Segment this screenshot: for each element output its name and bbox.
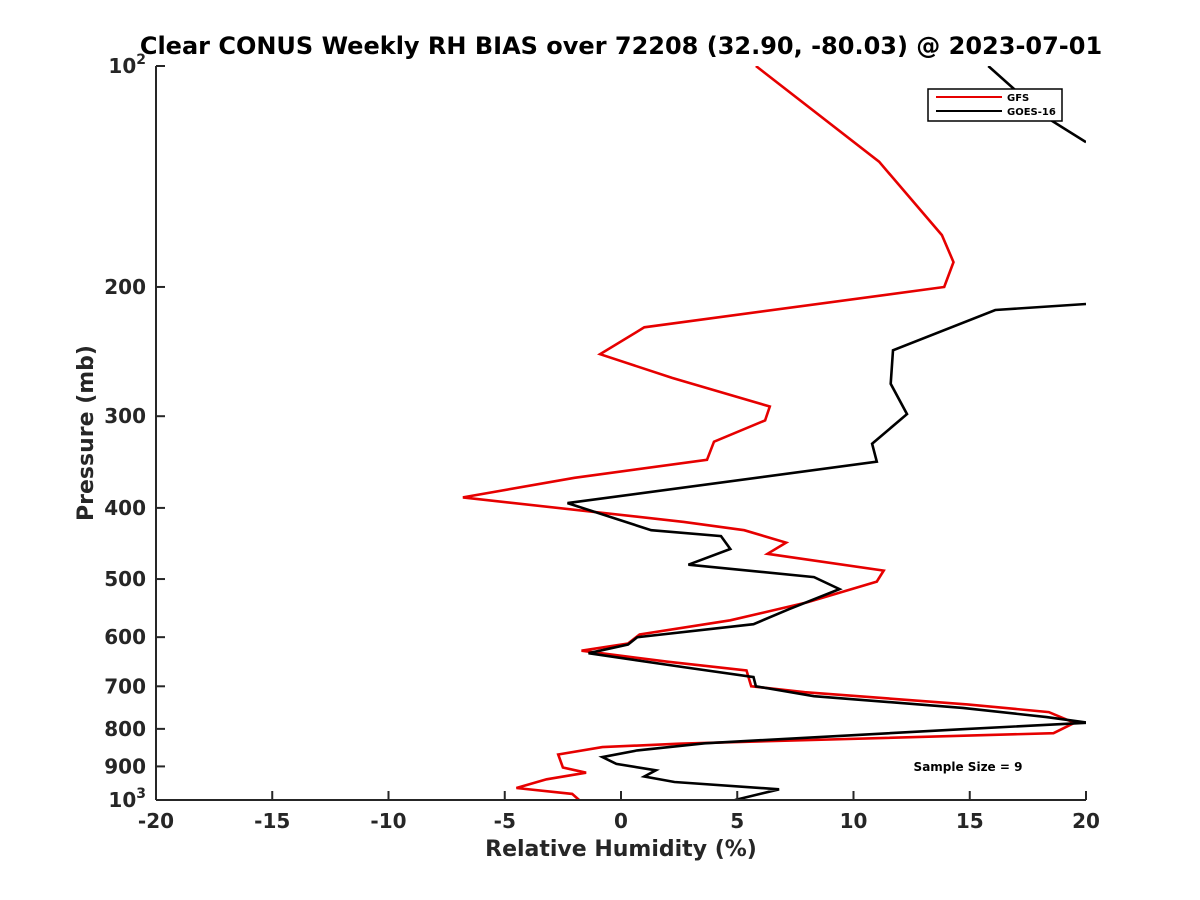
legend-label-gfs: GFS (1007, 93, 1029, 104)
y-tick-label: 500 (104, 567, 146, 591)
x-axis-label: Relative Humidity (%) (485, 837, 757, 862)
x-tick-label: -15 (254, 809, 290, 833)
x-tick-label: -5 (494, 809, 516, 833)
y-tick-label: 300 (104, 404, 146, 428)
y-tick-label: 900 (104, 754, 146, 778)
y-tick-label: 400 (104, 496, 146, 520)
x-tick-label: 15 (956, 809, 984, 833)
x-ticks: -20 -15 -10 -5 0 5 10 15 20 (138, 791, 1100, 833)
series-line-gfs (462, 66, 1078, 800)
y-axis-label: Pressure (mb) (74, 345, 99, 521)
sample-size-annotation: Sample Size = 9 (914, 760, 1023, 774)
x-tick-label: 5 (730, 809, 744, 833)
plot-area: -20 -15 -10 -5 0 5 10 15 20 102 200 300 400 500 600 70… (104, 52, 1100, 833)
y-tick-label: 103 (108, 786, 146, 812)
x-tick-label: 0 (614, 809, 628, 833)
y-tick-label: 700 (104, 674, 146, 698)
x-tick-label: -20 (138, 809, 174, 833)
legend: GFS GOES-16 (927, 88, 1063, 122)
y-ticks: 102 200 300 400 500 600 700 800 900 103 (104, 52, 165, 812)
legend-label-goes16: GOES-16 (1007, 107, 1056, 118)
x-tick-label: -10 (370, 809, 406, 833)
y-tick-label: 200 (104, 275, 146, 299)
chart-title: Clear CONUS Weekly RH BIAS over 72208 (3… (140, 32, 1102, 60)
y-tick-label: 102 (108, 52, 146, 78)
y-tick-label: 800 (104, 717, 146, 741)
y-tick-label: 600 (104, 625, 146, 649)
legend-box (927, 88, 1063, 122)
x-tick-label: 20 (1072, 809, 1100, 833)
x-tick-label: 10 (840, 809, 868, 833)
